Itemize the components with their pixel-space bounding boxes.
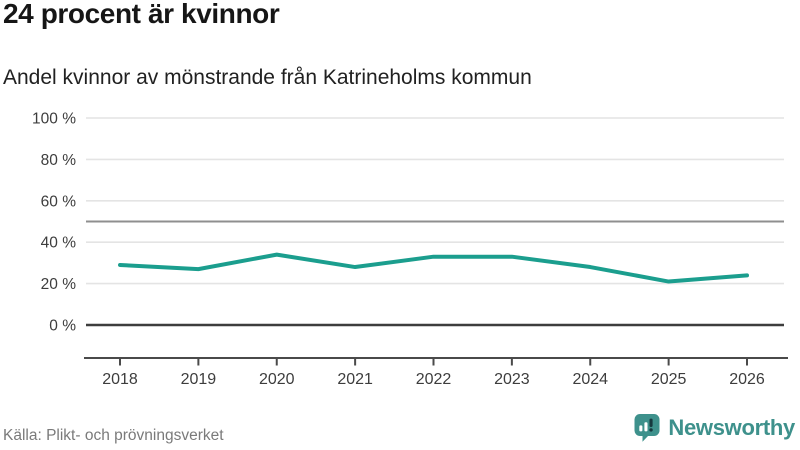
- x-tick-label: 2026: [729, 371, 765, 388]
- y-tick-label: 80 %: [41, 152, 77, 169]
- data-series-line: [118, 252, 749, 284]
- y-tick-label: 40 %: [41, 235, 77, 252]
- x-tick-label: 2019: [181, 371, 217, 388]
- x-tick-label: 2022: [416, 371, 452, 388]
- x-tick-label: 2024: [572, 371, 608, 388]
- x-tick-label: 2025: [651, 371, 687, 388]
- x-tick-label: 2018: [102, 371, 138, 388]
- newsworthy-speech-bubble-chart-icon: [634, 414, 660, 442]
- y-tick-label: 60 %: [41, 193, 77, 210]
- brand-name: Newsworthy: [668, 414, 795, 440]
- y-tick-label: 0 %: [49, 318, 76, 335]
- x-tick-label: 2020: [259, 371, 295, 388]
- x-tick-label: 2021: [337, 371, 373, 388]
- y-tick-label: 100 %: [32, 111, 76, 128]
- chart-subtitle: Andel kvinnor av mönstrande från Katrine…: [3, 66, 532, 89]
- page-title: 24 procent är kvinnor: [3, 0, 280, 29]
- y-tick-label: 20 %: [41, 276, 77, 293]
- newsworthy-logo[interactable]: Newsworthy: [633, 413, 795, 442]
- source-note: Källa: Plikt- och prövningsverket: [3, 427, 224, 444]
- x-tick-label: 2023: [494, 371, 530, 388]
- line-chart-svg: 0 % 20 % 40 % 60 % 80 % 100 % 2018 2019 2020 2021…: [32, 111, 788, 388]
